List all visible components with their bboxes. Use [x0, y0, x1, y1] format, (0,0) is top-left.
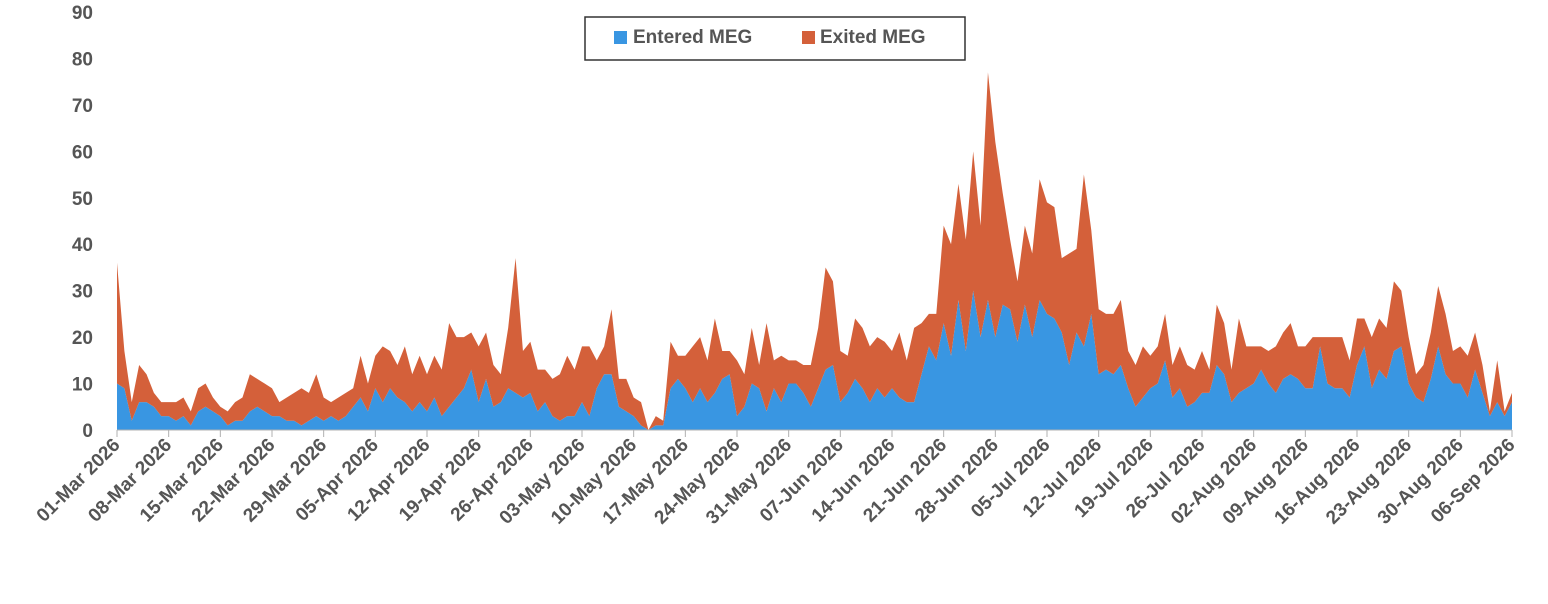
area-series-exited-meg — [117, 72, 1512, 430]
y-tick-label: 80 — [72, 49, 93, 70]
legend-label-exited: Exited MEG — [820, 27, 926, 48]
y-axis: 0 10 20 30 40 50 60 70 80 90 — [72, 3, 93, 442]
plot-area — [117, 72, 1512, 430]
y-tick-label: 50 — [72, 189, 93, 210]
y-tick-label: 40 — [72, 235, 93, 256]
legend-swatch-entered — [614, 31, 627, 44]
area-series-entered-meg — [117, 290, 1512, 430]
legend: Entered MEG Exited MEG — [584, 16, 966, 61]
legend-label-entered: Entered MEG — [633, 27, 752, 48]
y-tick-label: 10 — [72, 375, 93, 396]
y-tick-label: 90 — [72, 3, 93, 24]
legend-swatch-exited — [802, 31, 815, 44]
y-tick-label: 60 — [72, 142, 93, 163]
legend-box — [584, 16, 966, 61]
y-tick-label: 70 — [72, 96, 93, 117]
y-tick-label: 20 — [72, 328, 93, 349]
y-tick-label: 0 — [82, 421, 93, 442]
y-tick-label: 30 — [72, 282, 93, 303]
